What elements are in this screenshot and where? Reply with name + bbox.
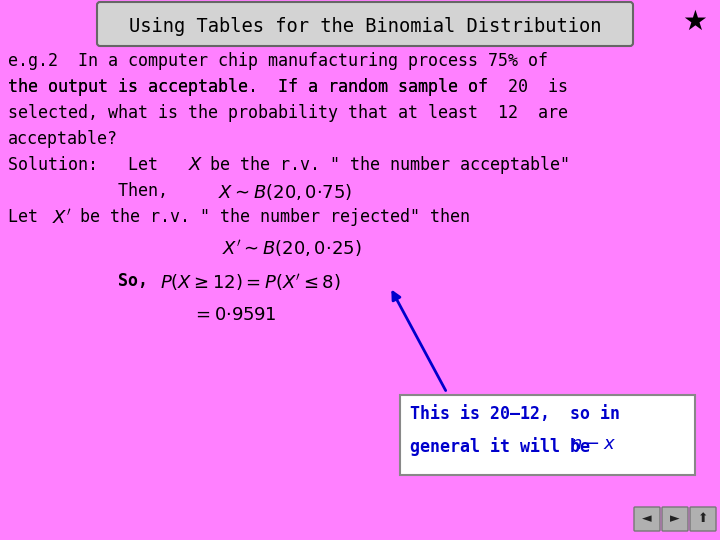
Text: This is 20–12,  so in: This is 20–12, so in — [410, 405, 620, 423]
Text: be the r.v. " the number rejected" then: be the r.v. " the number rejected" then — [70, 208, 470, 226]
Text: $X'$: $X'$ — [52, 208, 72, 227]
FancyBboxPatch shape — [662, 507, 688, 531]
FancyBboxPatch shape — [400, 395, 695, 475]
Text: be the r.v. " the number acceptable": be the r.v. " the number acceptable" — [200, 156, 570, 174]
Text: ◄: ◄ — [642, 512, 652, 525]
Text: $X$: $X$ — [188, 156, 204, 174]
Text: Solution:   Let: Solution: Let — [8, 156, 168, 174]
FancyBboxPatch shape — [634, 507, 660, 531]
Text: general it will be: general it will be — [410, 437, 600, 456]
FancyArrowPatch shape — [393, 292, 446, 390]
Text: the output is acceptable.  If a random sample of: the output is acceptable. If a random sa… — [8, 78, 488, 96]
Text: the output is acceptable.  If a random sample of  20  is: the output is acceptable. If a random sa… — [8, 78, 568, 96]
Text: Let: Let — [8, 208, 48, 226]
Text: $X \sim B(20, 0{\cdot}75)$: $X \sim B(20, 0{\cdot}75)$ — [218, 182, 352, 202]
Text: So,: So, — [118, 272, 148, 290]
Text: e.g.2  In a computer chip manufacturing process 75% of: e.g.2 In a computer chip manufacturing p… — [8, 52, 548, 70]
Text: $P(X \geq 12) = P(X' \leq 8)$: $P(X \geq 12) = P(X' \leq 8)$ — [160, 272, 341, 293]
Text: selected, what is the probability that at least  12  are: selected, what is the probability that a… — [8, 104, 568, 122]
Text: ►: ► — [670, 512, 680, 525]
Text: $X' \sim B(20, 0{\cdot}25)$: $X' \sim B(20, 0{\cdot}25)$ — [222, 238, 361, 259]
Text: $= 0{\cdot}9591$: $= 0{\cdot}9591$ — [192, 306, 276, 324]
Text: acceptable?: acceptable? — [8, 130, 118, 148]
Text: $\mathbf{\mathit{n}}-\mathbf{\mathit{x}}$: $\mathbf{\mathit{n}}-\mathbf{\mathit{x}}… — [570, 435, 616, 453]
Text: Using Tables for the Binomial Distribution: Using Tables for the Binomial Distributi… — [129, 17, 601, 36]
FancyBboxPatch shape — [97, 2, 633, 46]
FancyBboxPatch shape — [690, 507, 716, 531]
Text: ⬆: ⬆ — [698, 512, 708, 525]
Text: ★: ★ — [683, 8, 708, 36]
Text: Then,: Then, — [8, 182, 168, 200]
